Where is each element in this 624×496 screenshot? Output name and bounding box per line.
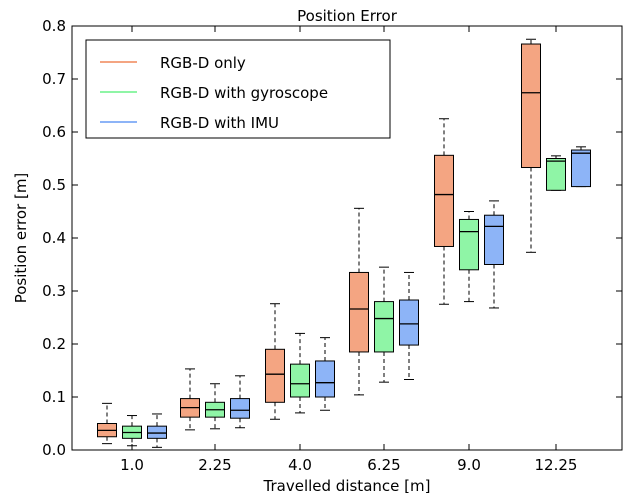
x-axis: 1.0 2.25 4.0 6.25 9.0 12.25: [120, 26, 577, 474]
iqr-box: [571, 149, 591, 188]
iqr-box: [459, 218, 479, 271]
iqr-box: [349, 271, 369, 353]
iqr-box: [546, 158, 566, 191]
iqr-box: [374, 301, 394, 353]
box-2-5: [571, 146, 591, 188]
iqr-box: [521, 43, 541, 169]
y-tick-label: 0.1: [42, 388, 66, 406]
y-tick-label: 0.7: [42, 70, 66, 88]
y-tick-label: 0.6: [42, 123, 66, 141]
box-0-0: [97, 402, 117, 445]
iqr-box: [265, 348, 285, 403]
x-tick-label: 6.25: [367, 456, 400, 474]
x-tick-label: 9.0: [457, 456, 481, 474]
iqr-box: [315, 360, 335, 398]
box-1-2: [290, 332, 310, 414]
y-tick-label: 0.3: [42, 282, 66, 300]
box-2-1: [230, 375, 250, 429]
y-tick-label: 0.2: [42, 335, 66, 353]
box-1-3: [374, 266, 394, 383]
y-tick-label: 0.4: [42, 229, 66, 247]
iqr-box: [147, 425, 167, 439]
box-1-4: [459, 211, 479, 303]
y-tick-label: 0.5: [42, 176, 66, 194]
y-tick-label: 0.8: [42, 17, 66, 35]
boxes-layer: [97, 38, 591, 448]
iqr-box: [484, 214, 504, 266]
x-tick-label: 2.25: [198, 456, 231, 474]
y-axis: 0.0 0.1 0.2 0.3 0.4 0.5 0.6 0.7 0.8: [42, 17, 622, 459]
y-tick-label: 0.0: [42, 441, 66, 459]
box-1-0: [122, 415, 142, 447]
box-0-2: [265, 303, 285, 420]
iqr-box: [434, 154, 454, 247]
legend: RGB-D only RGB-D with gyroscope RGB-D with…: [85, 39, 391, 139]
x-tick-label: 4.0: [288, 456, 312, 474]
box-1-1: [205, 383, 225, 430]
box-0-3: [349, 207, 369, 396]
box-0-1: [180, 368, 200, 431]
box-0-5: [521, 38, 541, 253]
iqr-box: [290, 363, 310, 398]
iqr-box: [230, 398, 250, 419]
box-2-2: [315, 337, 335, 411]
legend-label: RGB-D with gyroscope: [160, 84, 328, 102]
x-tick-label: 12.25: [535, 456, 578, 474]
box-2-3: [399, 271, 419, 381]
box-1-5: [546, 155, 566, 191]
iqr-box: [399, 299, 419, 346]
chart-title: Position Error: [297, 7, 398, 25]
legend-label: RGB-D with IMU: [160, 114, 279, 132]
legend-label: RGB-D only: [160, 54, 246, 72]
x-tick-label: 1.0: [120, 456, 144, 474]
box-2-0: [147, 413, 167, 448]
box-0-4: [434, 118, 454, 305]
box-2-4: [484, 200, 504, 309]
y-axis-label: Position error [m]: [12, 173, 30, 304]
x-axis-label: Travelled distance [m]: [263, 477, 431, 495]
